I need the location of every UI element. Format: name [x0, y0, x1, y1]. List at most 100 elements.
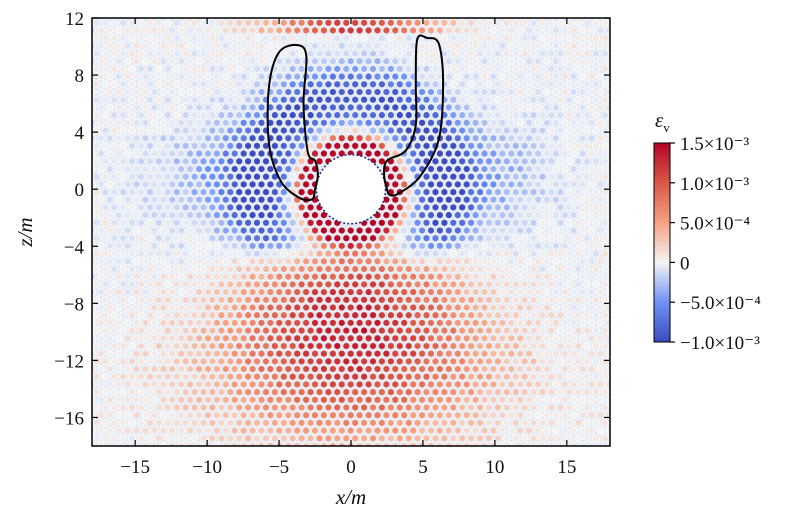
field-cell	[119, 372, 128, 381]
field-cell	[226, 311, 235, 320]
field-cell	[551, 241, 561, 251]
field-cell	[493, 234, 503, 243]
field-cell	[351, 249, 360, 258]
field-cell	[582, 126, 592, 135]
field-cell	[324, 280, 333, 289]
field-cell	[471, 180, 480, 189]
field-cell	[368, 280, 378, 289]
field-cell	[444, 210, 453, 220]
field-cell	[123, 364, 132, 374]
field-cell	[560, 195, 569, 204]
field-cell	[190, 387, 199, 397]
field-cell	[582, 295, 592, 304]
field-cell	[391, 411, 400, 420]
field-cell	[181, 264, 190, 274]
field-cell	[114, 195, 123, 204]
field-cell	[591, 64, 601, 74]
field-cell	[587, 257, 596, 266]
field-cell	[587, 395, 596, 404]
field-cell	[565, 157, 574, 166]
field-cell	[466, 326, 476, 335]
field-cell	[252, 33, 262, 43]
field-cell	[615, 165, 622, 172]
field-cell	[239, 180, 248, 189]
field-cell	[458, 64, 467, 74]
field-cell	[395, 64, 404, 74]
field-cell	[226, 157, 235, 166]
field-cell	[92, 218, 101, 227]
field-cell	[578, 272, 587, 281]
field-cell	[105, 41, 114, 50]
field-cell	[297, 387, 306, 397]
field-cell	[596, 118, 605, 127]
field-cell	[127, 218, 137, 227]
field-cell	[538, 95, 547, 104]
field-cell	[400, 210, 409, 220]
field-cell	[257, 411, 266, 420]
field-cell	[199, 341, 208, 351]
field-cell	[417, 334, 427, 343]
field-cell	[431, 280, 440, 289]
field-cell	[359, 49, 369, 58]
field-cell	[431, 264, 440, 274]
field-cell	[212, 257, 222, 266]
field-cell	[154, 187, 164, 197]
field-cell	[386, 95, 396, 104]
field-cell	[591, 434, 601, 443]
field-cell	[400, 164, 409, 174]
field-cell	[409, 426, 418, 435]
field-cell	[266, 180, 275, 189]
field-cell	[462, 118, 471, 127]
field-cell	[489, 349, 498, 358]
field-cell	[547, 33, 556, 43]
field-cell	[208, 280, 217, 289]
field-cell	[355, 334, 364, 343]
field-cell	[556, 264, 565, 274]
field-cell	[293, 318, 302, 328]
field-cell	[185, 134, 195, 143]
field-cell	[600, 326, 610, 335]
field-cell	[413, 403, 422, 412]
field-cell	[480, 26, 489, 35]
field-cell	[145, 110, 155, 120]
field-cell	[239, 41, 248, 50]
field-cell	[119, 187, 128, 197]
field-cell	[119, 418, 128, 428]
field-cell	[217, 403, 226, 412]
field-cell	[600, 357, 610, 366]
field-cell	[275, 287, 284, 297]
field-cell	[587, 134, 596, 143]
field-cell	[529, 64, 538, 74]
field-cell	[458, 311, 467, 320]
field-cell	[279, 33, 288, 43]
field-cell	[239, 257, 248, 266]
field-cell	[239, 210, 248, 220]
field-cell	[163, 218, 172, 227]
field-cell	[507, 364, 516, 374]
field-cell	[310, 149, 320, 158]
field-cell	[400, 87, 409, 97]
field-cell	[261, 341, 271, 351]
field-cell	[101, 249, 110, 258]
field-cell	[417, 210, 427, 220]
field-cell	[284, 210, 293, 220]
field-cell	[587, 195, 596, 204]
field-cell	[524, 118, 534, 127]
field-cell	[484, 95, 494, 104]
field-cell	[417, 180, 427, 189]
field-cell	[288, 295, 297, 304]
field-cell	[582, 172, 592, 181]
field-cell	[600, 187, 610, 197]
field-cell	[462, 87, 471, 97]
field-cell	[163, 49, 172, 58]
field-cell	[293, 164, 302, 174]
field-cell	[252, 234, 262, 243]
field-cell	[293, 149, 302, 158]
field-cell	[431, 372, 440, 381]
field-cell	[391, 118, 400, 127]
field-cell	[306, 18, 315, 27]
field-cell	[542, 380, 552, 389]
field-cell	[475, 141, 485, 151]
field-cell	[475, 280, 485, 289]
field-cell	[520, 326, 529, 335]
